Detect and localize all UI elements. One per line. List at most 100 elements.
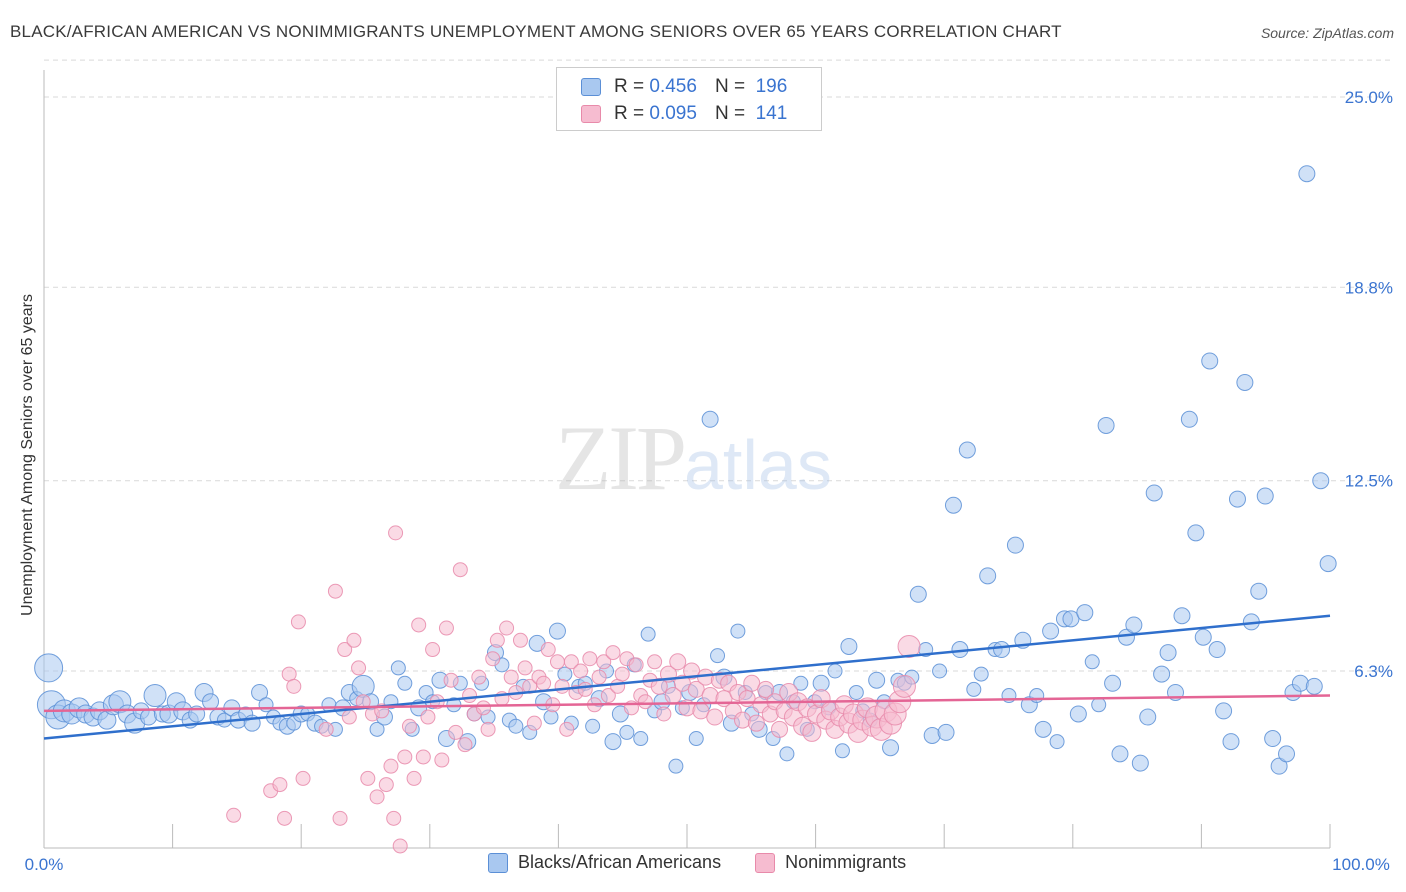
blacks-point: [909, 585, 927, 603]
nonimmigrants-point: [554, 678, 570, 694]
nonimmigrants-point: [656, 706, 672, 722]
nonimmigrants-point: [327, 583, 343, 599]
nonimmigrants-point: [286, 678, 302, 694]
nonimmigrants-point: [600, 688, 616, 704]
correlation-legend: R = 0.456 N = 196 R = 0.095 N = 141: [556, 67, 822, 131]
series-legend: Blacks/African Americans Nonimmigrants: [488, 852, 940, 873]
blacks-point: [937, 723, 955, 741]
blacks-point: [143, 684, 167, 708]
blacks-point: [1076, 604, 1094, 622]
nonimmigrants-point: [457, 737, 473, 753]
blacks-point: [701, 410, 719, 428]
blacks-point: [1215, 702, 1233, 720]
blacks-point: [882, 739, 900, 757]
r-value-blacks: 0.456: [649, 76, 697, 97]
blacks-point: [979, 567, 997, 585]
nonimmigrants-point: [499, 620, 515, 636]
nonimmigrants-point: [295, 770, 311, 786]
n-value-nonimmigrants: 141: [755, 103, 788, 124]
blacks-point: [1145, 484, 1163, 502]
x-tick-label-min: 0.0%: [25, 855, 64, 874]
nonimmigrants-point: [226, 807, 242, 823]
blacks-point: [923, 726, 941, 744]
nonimmigrants-point: [637, 694, 653, 710]
trend-lines: [43, 614, 1331, 740]
nonimmigrants-point: [706, 708, 724, 726]
legend-label-blacks: Blacks/African Americans: [518, 852, 722, 872]
legend-label-nonimmigrants: Nonimmigrants: [785, 852, 907, 872]
blacks-point: [548, 622, 566, 640]
nonimmigrants-point: [549, 654, 565, 670]
nonimmigrants-point: [392, 838, 408, 854]
blacks-point: [848, 684, 864, 700]
trend-line-nonimmigrants: [43, 694, 1331, 713]
nonimmigrants-point: [897, 634, 921, 658]
blacks-point: [966, 681, 982, 697]
nonimmigrants-point: [540, 642, 556, 658]
blacks-point: [1319, 555, 1337, 573]
nonimmigrants-point: [397, 749, 413, 765]
nonimmigrants-point: [734, 711, 752, 729]
blacks-point: [1305, 677, 1323, 695]
blacks-point: [1006, 536, 1024, 554]
pink-swatch: [755, 852, 776, 873]
legend-item-nonimmigrants: Nonimmigrants: [755, 852, 906, 873]
blacks-point: [258, 697, 274, 713]
blacks-point: [710, 648, 726, 664]
nonimmigrants-point: [318, 721, 334, 737]
watermark-atlas: atlas: [684, 426, 832, 504]
nonimmigrants-point: [517, 660, 533, 676]
blacks-point: [840, 637, 858, 655]
watermark-zip: ZIP: [555, 407, 687, 509]
n-label: N =: [714, 103, 746, 124]
nonimmigrants-point: [512, 632, 528, 648]
blacks-point: [585, 718, 601, 734]
nonimmigrants-point: [360, 770, 376, 786]
blacks-point: [1256, 487, 1274, 505]
blacks-point: [604, 733, 622, 751]
nonimmigrants-point: [650, 677, 668, 695]
blacks-point: [1034, 720, 1052, 738]
blacks-point: [973, 666, 989, 682]
blacks-point: [1131, 754, 1149, 772]
blacks-point: [812, 674, 830, 692]
nonimmigrants-point: [386, 810, 402, 826]
nonimmigrants-point: [448, 724, 464, 740]
blacks-point: [688, 731, 704, 747]
nonimmigrants-point: [462, 688, 478, 704]
nonimmigrants-point: [452, 562, 468, 578]
nonimmigrants-point: [272, 777, 288, 793]
r-value-nonimmigrants: 0.095: [649, 103, 697, 124]
blacks-point: [390, 660, 406, 676]
nonimmigrants-point: [471, 669, 487, 685]
nonimmigrants-point: [526, 715, 542, 731]
nonimmigrants-point: [614, 666, 630, 682]
blacks-point: [779, 746, 795, 762]
nonimmigrants-point: [378, 777, 394, 793]
blacks-point: [1091, 697, 1107, 713]
blacks-point: [1291, 674, 1309, 692]
chart-source: Source: ZipAtlas.com: [1260, 25, 1394, 41]
blacks-point: [1125, 616, 1143, 634]
nonimmigrants-point: [401, 718, 417, 734]
blacks-point: [397, 675, 413, 691]
blacks-point: [508, 718, 524, 734]
n-value-blacks: 196: [755, 76, 788, 97]
nonimmigrants-point: [341, 709, 357, 725]
blacks-point: [1312, 472, 1330, 490]
blacks-point: [827, 663, 843, 679]
nonimmigrants-point: [489, 632, 505, 648]
blacks-point: [1264, 730, 1282, 748]
nonimmigrants-point: [573, 663, 589, 679]
nonimmigrants-point: [757, 680, 775, 698]
nonimmigrants-point: [802, 722, 822, 742]
nonimmigrants-point: [475, 700, 491, 716]
blacks-point: [730, 623, 746, 639]
watermark: ZIPatlas: [555, 405, 832, 511]
blacks-point: [251, 683, 269, 701]
y-tick-label: 18.8%: [1345, 278, 1393, 297]
blacks-point: [1278, 745, 1296, 763]
tick-labels: 6.3% 12.5% 18.8% 25.0% 0.0% 100.0%: [25, 88, 1393, 874]
blacks-point: [1139, 708, 1157, 726]
n-label: N =: [714, 76, 746, 97]
